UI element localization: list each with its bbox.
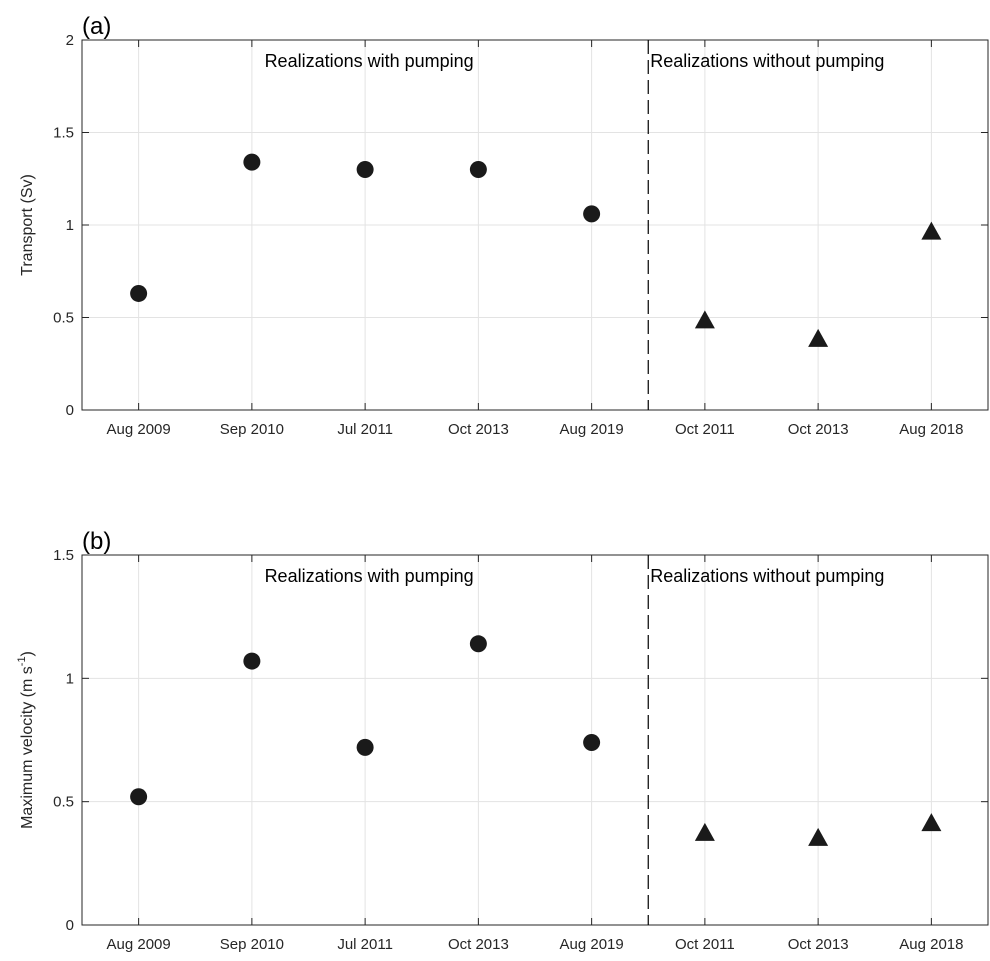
x-tick-label: Aug 2009 bbox=[107, 936, 171, 953]
x-tick-label: Aug 2019 bbox=[560, 936, 624, 953]
x-tick-label: Aug 2009 bbox=[107, 421, 171, 438]
data-point-triangle bbox=[808, 827, 829, 846]
chart-panel-2: 0 0.5 1 1.5 Aug 2009 Sep 2010 Jul 2011 Oct 2013… bbox=[16, 528, 989, 953]
x-tick-label: Jul 2011 bbox=[337, 936, 393, 953]
data-point-triangle bbox=[694, 822, 715, 841]
data-point-circle bbox=[356, 738, 374, 756]
x-tick-label: Aug 2019 bbox=[560, 421, 624, 438]
chart-panel-1: 0 0.5 1 1.5 2 Aug 2009 Sep 2010 Jul 2011 Oct 201… bbox=[19, 13, 989, 438]
x-tick-label: Oct 2011 bbox=[675, 936, 735, 953]
x-tick-label: Oct 2013 bbox=[788, 936, 849, 953]
x-tick-label: Oct 2011 bbox=[675, 421, 735, 438]
y-tick-label: 0 bbox=[66, 402, 74, 419]
y-tick-label: 0.5 bbox=[53, 310, 74, 327]
x-tick-label: Oct 2013 bbox=[448, 421, 509, 438]
x-tick-label: Aug 2018 bbox=[899, 421, 963, 438]
y-tick-label: 2 bbox=[66, 32, 74, 49]
x-tick-label: Sep 2010 bbox=[220, 936, 284, 953]
region-label-pumping: Realizations with pumping bbox=[265, 566, 474, 586]
panel-label: (a) bbox=[82, 13, 111, 40]
data-point-triangle bbox=[694, 310, 715, 329]
data-point-circle bbox=[130, 284, 148, 302]
region-label-no-pumping: Realizations without pumping bbox=[650, 51, 884, 71]
y-tick-label: 0.5 bbox=[53, 794, 74, 811]
data-point-triangle bbox=[921, 813, 942, 832]
y-tick-label: 1 bbox=[66, 670, 74, 687]
x-tick-label: Jul 2011 bbox=[337, 421, 393, 438]
x-tick-label: Oct 2013 bbox=[448, 936, 509, 953]
y-axis-label: Maximum velocity (m s-1) bbox=[16, 651, 36, 829]
region-label-no-pumping: Realizations without pumping bbox=[650, 566, 884, 586]
y-tick-label: 0 bbox=[66, 917, 74, 934]
data-point-circle bbox=[356, 161, 374, 178]
x-tick-label: Oct 2013 bbox=[788, 421, 849, 438]
data-point-circle bbox=[469, 161, 487, 178]
y-tick-label: 1.5 bbox=[53, 125, 74, 142]
data-point-circle bbox=[583, 733, 601, 751]
region-label-pumping: Realizations with pumping bbox=[265, 51, 474, 71]
data-point-circle bbox=[583, 205, 601, 223]
plot-frame bbox=[81, 554, 989, 926]
x-tick-label: Sep 2010 bbox=[220, 421, 284, 438]
y-tick-label: 1 bbox=[66, 217, 74, 234]
y-tick-label: 1.5 bbox=[53, 547, 74, 564]
data-point-triangle bbox=[921, 221, 942, 240]
data-point-circle bbox=[243, 652, 261, 670]
data-point-circle bbox=[130, 788, 148, 806]
x-tick-label: Aug 2018 bbox=[899, 936, 963, 953]
y-axis-label: Transport (Sv) bbox=[19, 174, 36, 276]
data-point-triangle bbox=[808, 328, 829, 347]
data-point-circle bbox=[469, 635, 487, 653]
data-point-circle bbox=[243, 153, 261, 171]
panel-label: (b) bbox=[82, 528, 111, 555]
